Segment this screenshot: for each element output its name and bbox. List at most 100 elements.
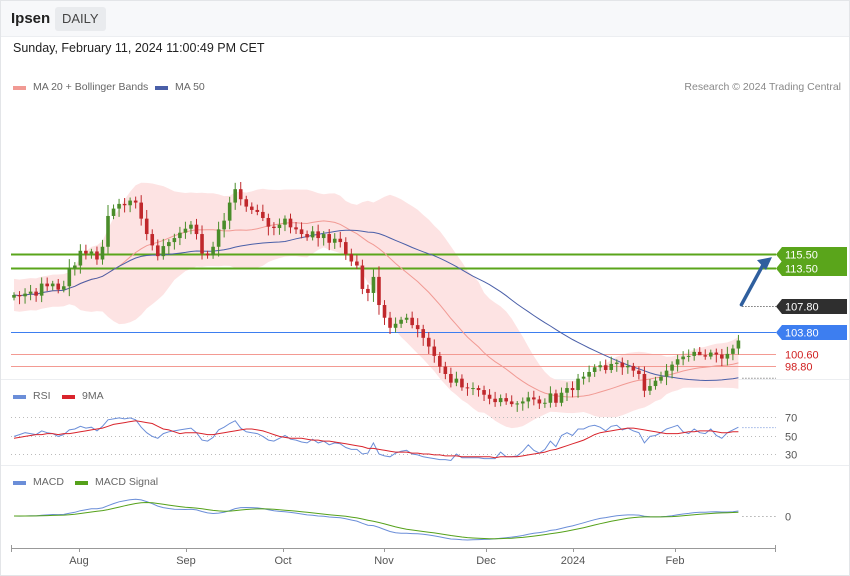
rsi-tick-label: 70 [785, 413, 797, 425]
candle-body [382, 305, 387, 318]
candle-body [89, 251, 94, 254]
candle-body [731, 348, 735, 354]
x-axis-label: Nov [374, 555, 394, 567]
candle-body [155, 245, 160, 257]
arrow-head [757, 257, 772, 271]
candle-body [714, 352, 719, 355]
candle-body [609, 363, 614, 370]
candle-body [454, 378, 459, 383]
candle-body [310, 231, 315, 238]
candle-body [294, 227, 298, 230]
rsi-series-line [13, 417, 739, 462]
candle-body [117, 203, 121, 209]
candle-body [28, 291, 33, 294]
candle-body [17, 294, 22, 297]
candle-body [338, 238, 343, 243]
x-axis-label: Sep [176, 555, 196, 567]
candle-body [675, 359, 680, 365]
candle-body [100, 246, 105, 260]
candle-body [321, 234, 326, 239]
candle-body [23, 293, 27, 297]
candle-body [653, 380, 658, 387]
candle-body [222, 220, 226, 230]
level-tag [776, 325, 847, 340]
level-label: 115.50 [785, 250, 818, 262]
candle-body [12, 294, 16, 298]
candle-body [548, 393, 553, 403]
candle-body [61, 286, 66, 290]
candle-body [255, 209, 260, 212]
candle-body [249, 206, 254, 210]
x-axis-label: Feb [666, 555, 685, 567]
period-button[interactable]: DAILY [55, 7, 106, 31]
macd-signal-line [14, 501, 739, 540]
candle-body [161, 246, 166, 257]
candle-body [449, 373, 453, 383]
candle-body [404, 317, 409, 320]
candle-body [122, 203, 127, 206]
chart-datetime: Sunday, February 11, 2024 11:00:49 PM CE… [13, 41, 265, 55]
candle-body [73, 265, 77, 269]
candle-body [432, 346, 437, 356]
candle-body [603, 365, 608, 370]
candle-body [598, 365, 602, 368]
candle-body [355, 261, 359, 266]
candle-body [189, 224, 193, 229]
candle-body [106, 215, 110, 247]
candle-body [205, 253, 210, 256]
legend-ma50-label: MA 50 [175, 81, 205, 93]
candle-body [227, 202, 232, 221]
candle-body [487, 394, 492, 399]
candle-body [703, 355, 708, 357]
candle-body [526, 397, 531, 402]
legend-ma20-label: MA 20 + Bollinger Bands [33, 81, 148, 93]
candle-body [360, 265, 365, 289]
candle-body [532, 397, 536, 400]
candle-body [84, 250, 88, 254]
candle-body [283, 218, 287, 225]
candle-body [592, 367, 597, 372]
candle-body [150, 234, 155, 246]
ma20-line [13, 220, 739, 398]
candle-body [736, 340, 741, 349]
level-label: 103.80 [785, 328, 819, 340]
candle-body [233, 189, 237, 203]
candle-body [111, 208, 116, 216]
candle-body [697, 351, 702, 356]
legend-macd-signal-swatch [75, 481, 88, 485]
candle-body [238, 189, 243, 200]
candle-body [482, 390, 486, 395]
rsi-panel: 70 50 30 [11, 413, 797, 462]
candle-body [576, 378, 580, 391]
candle-body [194, 224, 199, 235]
candle-body [39, 283, 44, 296]
candle-body [559, 392, 564, 403]
candle-body [67, 268, 72, 287]
forecast-arrow [739, 257, 772, 307]
candle-body [570, 388, 575, 391]
candle-body [631, 365, 636, 371]
legend-macd-signal-label: MACD Signal [95, 476, 158, 488]
candle-body [50, 283, 55, 287]
legend-rsi-ma-swatch [62, 395, 75, 399]
macd-tick-label: 0 [785, 512, 791, 524]
header-bar: Ipsen DAILY [0, 0, 850, 37]
bollinger-band-fill [14, 182, 739, 429]
candle-body [366, 288, 370, 293]
candle-body [393, 323, 398, 328]
rsi-tick-label: 50 [785, 432, 797, 444]
candle-body [266, 217, 271, 227]
candle-body [349, 254, 354, 262]
x-axis-label: 2024 [561, 555, 585, 567]
candle-body [211, 246, 215, 256]
macd-line [13, 498, 739, 541]
candle-body [725, 353, 730, 359]
candle-body [504, 398, 508, 402]
x-axis-label: Dec [476, 555, 496, 567]
moving-averages [13, 220, 739, 398]
candle-body [244, 199, 249, 207]
candle-body [128, 200, 132, 206]
candle-body [95, 251, 99, 260]
candle-body [620, 362, 625, 368]
